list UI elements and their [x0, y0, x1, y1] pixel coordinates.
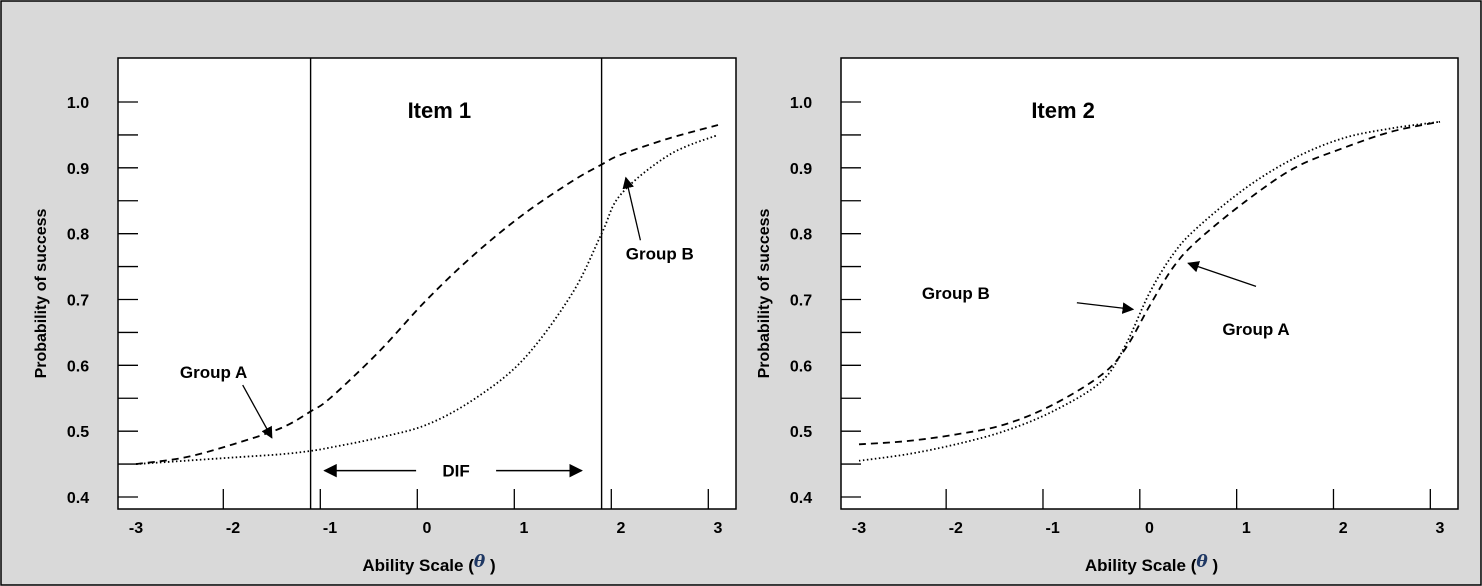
annotation-label: Group B [922, 284, 990, 303]
x-tick-label: 1 [520, 520, 529, 537]
y-tick-label: 0.7 [790, 293, 812, 310]
y-tick-label: 0.6 [790, 358, 812, 375]
annotation-label: Group A [1222, 320, 1289, 339]
y-tick-label: 0.7 [67, 293, 89, 310]
x-tick-label: -1 [323, 520, 337, 537]
chart-title: Item 2 [1031, 98, 1095, 123]
x-tick-label: 2 [617, 520, 626, 537]
y-tick-label: 0.9 [67, 161, 89, 178]
x-tick-label: 3 [1436, 520, 1445, 537]
theta-symbol: θ [474, 552, 486, 572]
plot-area [117, 57, 737, 510]
y-tick-label: 0.5 [790, 424, 812, 441]
chart-panel-2: 0.4 0.5 0.6 0.7 0.8 0.9 1.0 -3 -2 -1 0 1 2 3 Group B Gr… [756, 57, 1459, 575]
annotation-label: Group A [180, 363, 247, 382]
x-axis-label: Ability Scale (θ ) [1085, 552, 1218, 575]
x-tick-label: 1 [1242, 520, 1251, 537]
series-group-a-curve [858, 120, 1441, 446]
x-tick-label: -2 [226, 520, 240, 537]
annotation-dif-label: DIF [442, 462, 469, 481]
x-tick-label: -3 [852, 520, 866, 537]
y-tick-label: 0.8 [67, 227, 89, 244]
annotation-arrow [242, 384, 273, 439]
theta-symbol: θ [1196, 552, 1208, 572]
x-tick-label: 0 [1145, 520, 1154, 537]
y-tick-label: 0.8 [790, 227, 812, 244]
y-tick-label: 0.4 [67, 490, 89, 507]
y-tick-label: 1.0 [790, 95, 812, 112]
x-tick-label: -2 [949, 520, 963, 537]
annotation-arrow [1076, 302, 1135, 314]
series-group-a-curve [135, 124, 719, 465]
x-tick-label: -1 [1046, 520, 1060, 537]
y-tick-label: 0.6 [67, 358, 89, 375]
chart-title: Item 1 [408, 98, 472, 123]
series-group-b-curve [135, 134, 719, 465]
y-axis-label: Probability of success [33, 208, 50, 378]
plot-area [840, 57, 1459, 510]
series-group-b-curve [858, 120, 1441, 462]
annotation-arrow [622, 176, 642, 241]
y-tick-label: 0.9 [790, 161, 812, 178]
y-axis-label: Probability of success [756, 208, 773, 378]
y-tick-label: 1.0 [67, 95, 89, 112]
annotation-label: Group B [626, 244, 694, 263]
y-tick-label: 0.5 [67, 424, 89, 441]
y-tick-label: 0.4 [790, 490, 812, 507]
x-axis-label: Ability Scale (θ ) [362, 552, 495, 575]
chart-panel-1: 0.4 0.5 0.6 0.7 0.8 0.9 1.0 -3 -2 -1 0 1 2 3 Group A Gr… [33, 57, 737, 575]
x-tick-label: 3 [714, 520, 723, 537]
x-tick-label: -3 [129, 520, 143, 537]
x-tick-label: 0 [423, 520, 432, 537]
x-tick-label: 2 [1339, 520, 1348, 537]
annotation-arrow [1187, 261, 1257, 287]
